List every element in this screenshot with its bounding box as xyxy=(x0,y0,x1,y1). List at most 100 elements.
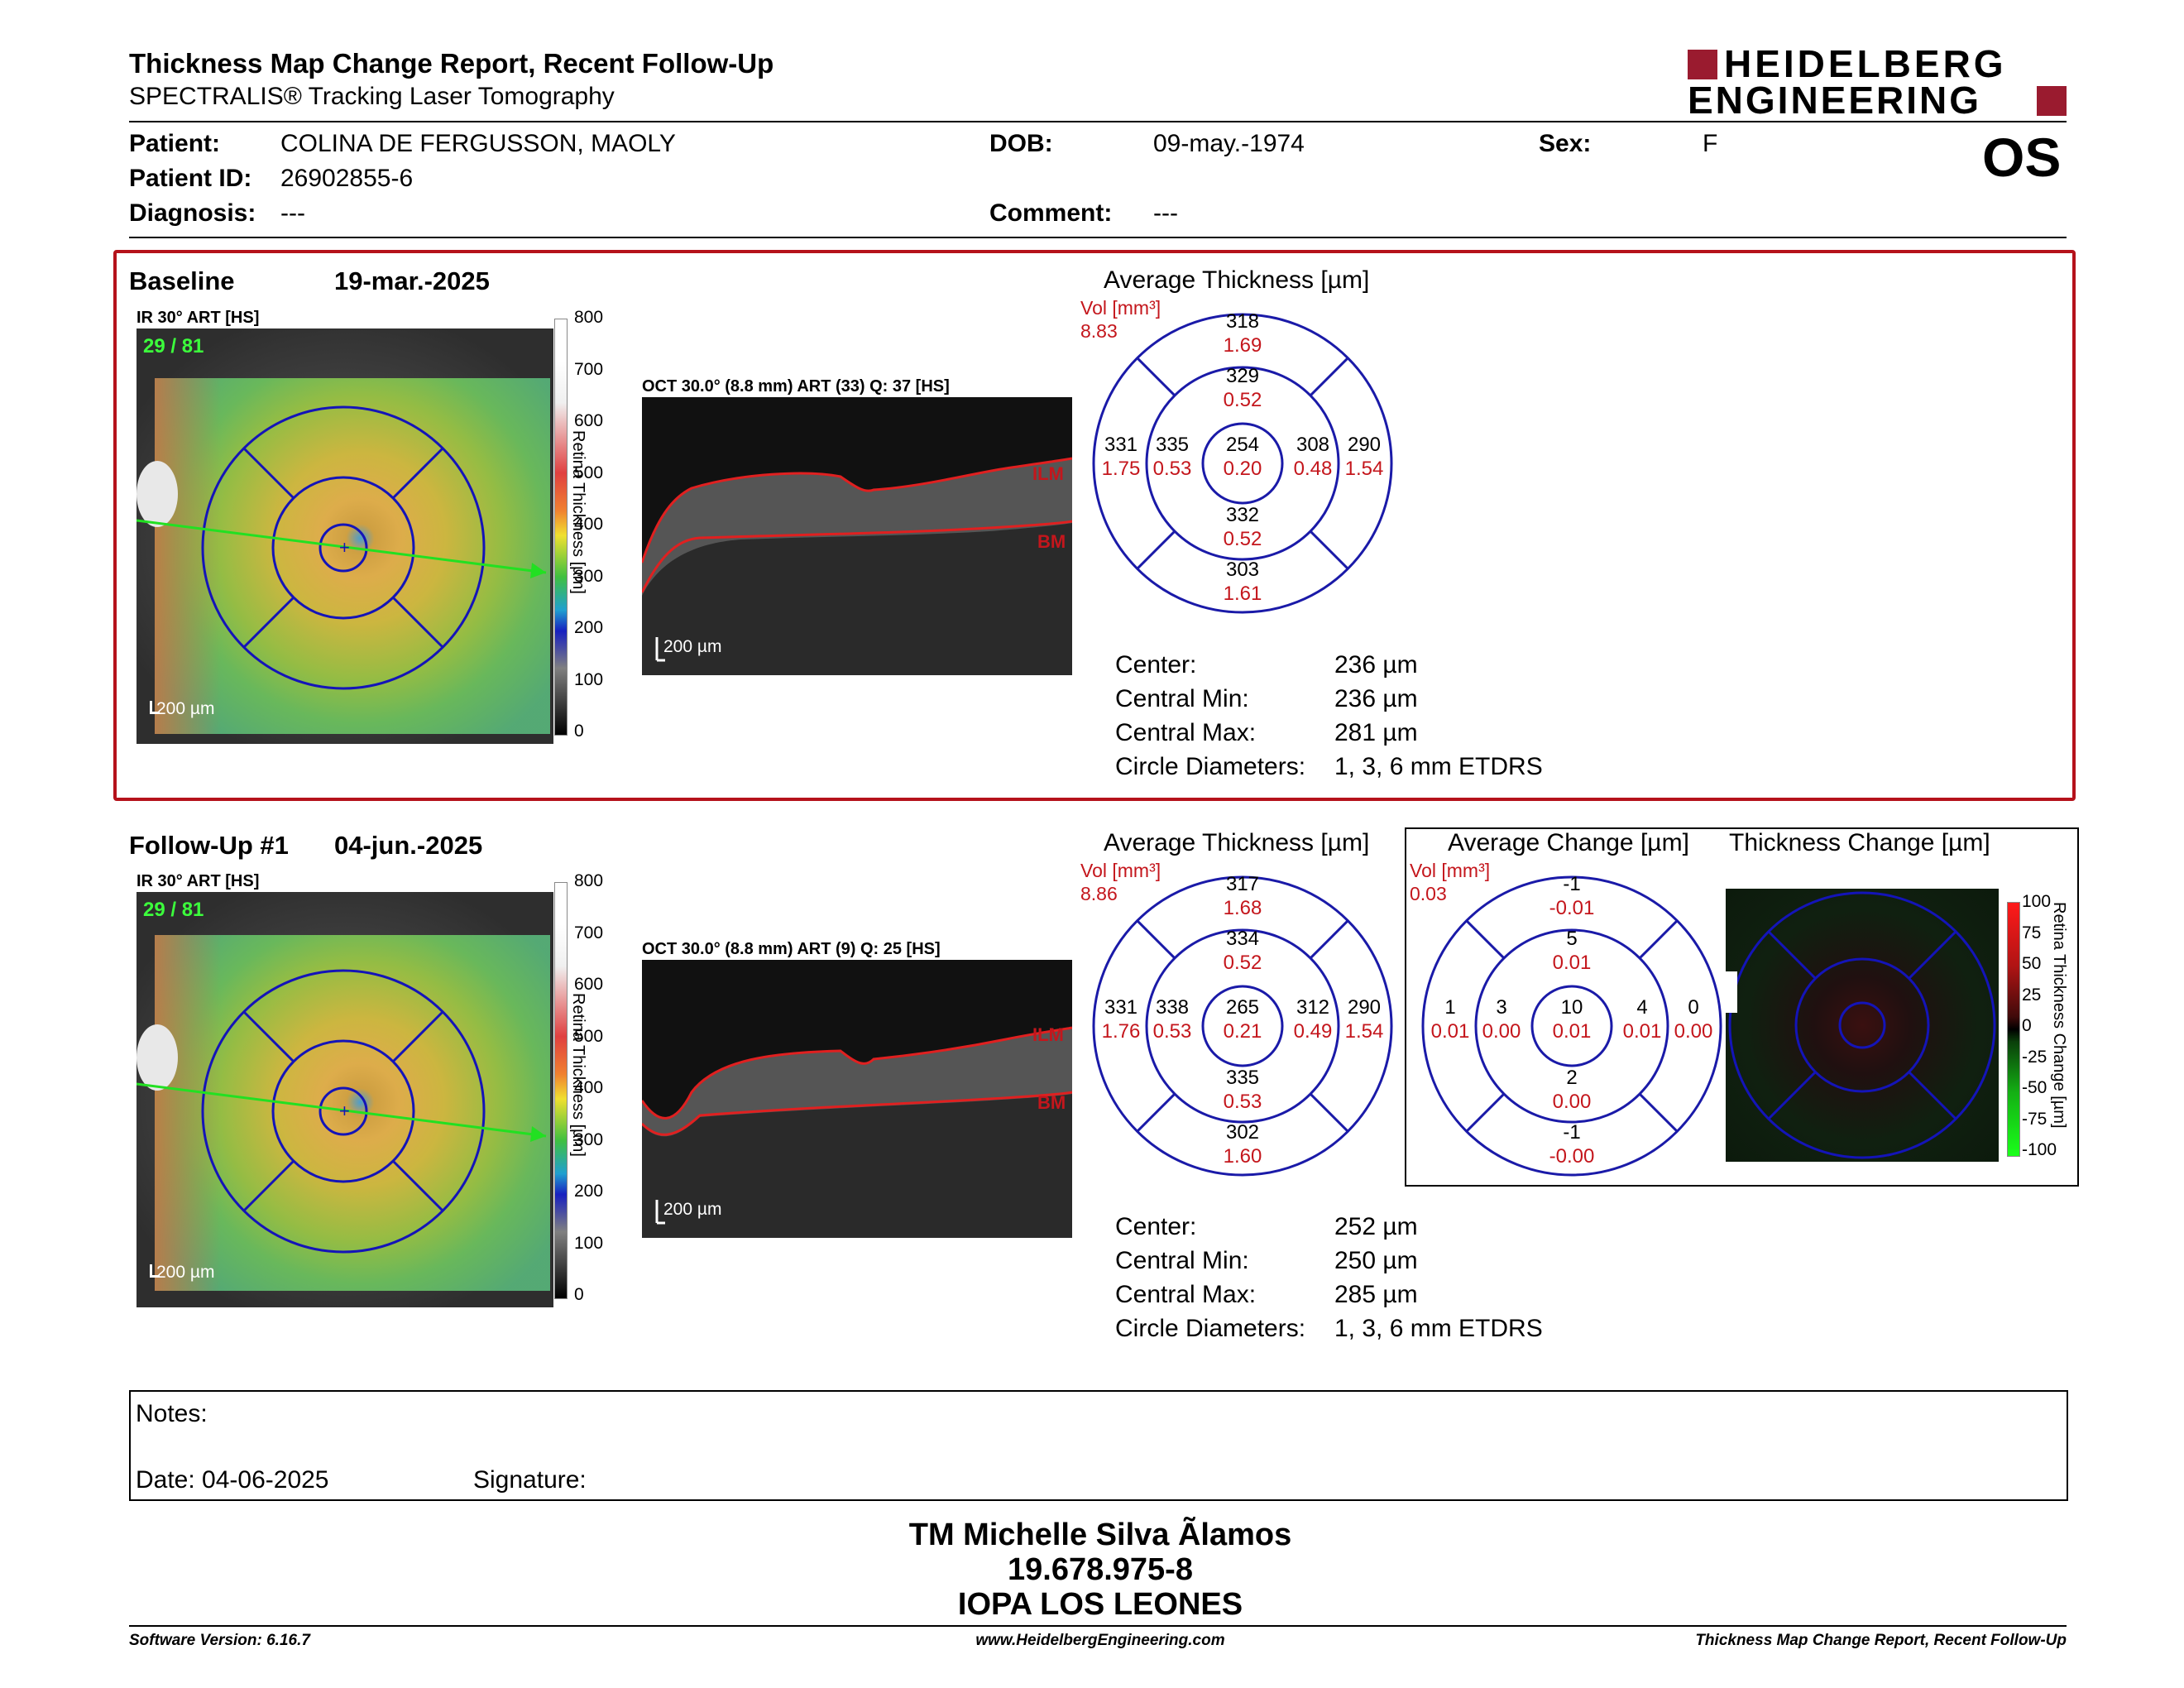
baseline-etdrs-overlay: + xyxy=(136,405,547,690)
sector-volume: 0.00 xyxy=(1482,1020,1521,1043)
scale-tick-label: -25 xyxy=(2022,1047,2048,1067)
sector-thickness: 5 xyxy=(1566,928,1578,950)
scale-tick-label: 700 xyxy=(574,359,604,379)
sector-volume: 1.54 xyxy=(1344,458,1384,480)
baseline-label: Baseline xyxy=(129,266,235,295)
sector-thickness: 3 xyxy=(1496,996,1507,1019)
website-link[interactable]: www.HeidelbergEngineering.com xyxy=(975,1632,1225,1649)
baseline-thickness-colorbar xyxy=(554,319,568,736)
followup-oct-label: OCT 30.0° (8.8 mm) ART (9) Q: 25 [HS] xyxy=(642,940,941,958)
patient-id-label: Patient ID: xyxy=(129,165,252,192)
scale-tick-label: 25 xyxy=(2022,985,2042,1005)
notes-box[interactable]: Notes: Date: 04-06-2025 Signature: xyxy=(129,1390,2068,1501)
sector-volume: 0.53 xyxy=(1152,1020,1192,1043)
patient-divider xyxy=(129,237,2067,238)
baseline-vol-block: Vol [mm³] 8.83 xyxy=(1080,296,1161,343)
baseline-sector-bottom-outer: 303 1.61 xyxy=(1205,558,1280,606)
followup-etdrs-overlay: + xyxy=(136,969,547,1254)
change-etdrs-grid: -1 -0.01 5 0.01 1 0.01 3 0.00 10 0.01 4 0.01 0 0.00 2 0… xyxy=(1410,860,1729,1183)
optic-disc xyxy=(136,461,178,527)
vol-value: 8.83 xyxy=(1080,320,1118,342)
sector-volume: 0.01 xyxy=(1552,1020,1592,1043)
followup-sector-center: 265 0.21 xyxy=(1205,995,1280,1043)
change-box xyxy=(1405,827,2079,1187)
central-max-value: 281 µm xyxy=(1334,718,1418,746)
followup-date: 04-jun.-2025 xyxy=(334,831,483,860)
scale-tick-label: 200 xyxy=(574,1182,604,1201)
followup-sector-top-inner: 334 0.52 xyxy=(1205,927,1280,975)
baseline-sector-right-outer: 290 1.54 xyxy=(1327,433,1401,481)
sector-volume: 0.49 xyxy=(1293,1020,1333,1043)
followup-sector-top-outer: 317 1.68 xyxy=(1205,872,1280,920)
change-sector-bottom-outer: -1 -0.00 xyxy=(1535,1120,1609,1168)
scale-tick-label: 300 xyxy=(574,1129,604,1149)
followup-ilm-label: ILM xyxy=(1032,1024,1064,1045)
scale-tick-label: 0 xyxy=(574,722,584,741)
thickness-change-title: Thickness Change [µm] xyxy=(1729,829,1990,856)
baseline-sector-left-inner: 335 0.53 xyxy=(1135,433,1209,481)
sector-volume: 0.01 xyxy=(1622,1020,1662,1043)
followup-vol-block: Vol [mm³] 8.86 xyxy=(1080,859,1161,905)
change-sector-top-outer: -1 -0.01 xyxy=(1535,872,1609,920)
sector-volume: 0.01 xyxy=(1430,1020,1470,1043)
center-label: Center: xyxy=(1115,650,1197,679)
circle-diameters-label: Circle Diameters: xyxy=(1115,752,1306,780)
logo-line1: HEIDELBERG xyxy=(1724,42,2007,85)
baseline-fundus-scale-bar: 200 µm xyxy=(156,699,215,718)
svg-text:+: + xyxy=(339,537,350,558)
change-sector-left-outer: 1 0.01 xyxy=(1413,995,1487,1043)
baseline-etdrs-lines xyxy=(1092,313,1393,614)
signoff-org: IOPA LOS LEONES xyxy=(957,1587,1243,1622)
sector-volume: 1.54 xyxy=(1344,1020,1384,1043)
followup-label: Follow-Up #1 xyxy=(129,831,289,860)
sector-volume: 1.61 xyxy=(1223,583,1262,605)
change-colorbar xyxy=(2007,902,2020,1157)
sector-thickness: 334 xyxy=(1225,928,1260,950)
thickness-change-map xyxy=(1726,889,1999,1162)
sector-volume: 1.75 xyxy=(1101,458,1141,480)
sector-thickness: 332 xyxy=(1225,504,1260,526)
scale-tick-label: 300 xyxy=(574,566,604,586)
logo-block-icon xyxy=(2037,86,2067,116)
scale-tick-label: 0 xyxy=(574,1285,584,1304)
signoff-id: 19.678.975-8 xyxy=(1008,1552,1193,1587)
followup-sector-right-outer: 290 1.54 xyxy=(1327,995,1401,1043)
sector-thickness: 290 xyxy=(1347,434,1382,456)
baseline-avg-thickness-title: Average Thickness [µm] xyxy=(1104,266,1370,294)
signature-label: Signature: xyxy=(473,1466,587,1494)
sector-volume: 0.52 xyxy=(1223,952,1262,974)
patient-label: Patient: xyxy=(129,130,221,157)
sector-thickness: 331 xyxy=(1104,434,1138,456)
sector-volume: 1.69 xyxy=(1223,334,1262,357)
baseline-section xyxy=(113,250,2076,801)
sector-thickness: 265 xyxy=(1225,996,1260,1019)
sector-thickness: 10 xyxy=(1560,996,1583,1019)
svg-text:+: + xyxy=(339,1101,350,1121)
baseline-ilm-label: ILM xyxy=(1032,463,1064,484)
sector-volume: 0.48 xyxy=(1293,458,1333,480)
sector-thickness: 318 xyxy=(1225,310,1260,333)
sector-volume: 0.52 xyxy=(1223,389,1262,411)
scale-tick-label: 400 xyxy=(574,1078,604,1097)
change-scale-label: Retina Thickness Change [µm] xyxy=(2050,902,2068,1129)
sector-volume: 0.01 xyxy=(1552,952,1592,974)
change-etdrs-lines xyxy=(1421,875,1722,1177)
center-value: 236 µm xyxy=(1334,650,1418,679)
baseline-etdrs-grid: 318 1.69 329 0.52 331 1.75 335 0.53 254 0.20 308 0.… xyxy=(1080,297,1401,621)
baseline-scale-label: Retina Thickness [µm] xyxy=(569,430,587,594)
header-divider xyxy=(129,121,2067,122)
baseline-art-count: 29 / 81 xyxy=(143,335,204,357)
footer-report-name: Thickness Map Change Report, Recent Foll… xyxy=(1695,1632,2067,1649)
signoff-name: TM Michelle Silva Ãlamos xyxy=(908,1518,1292,1552)
central-min-value: 236 µm xyxy=(1334,684,1418,712)
sex-label: Sex: xyxy=(1539,130,1592,157)
sector-volume: 1.60 xyxy=(1223,1145,1262,1168)
scale-tick-label: 0 xyxy=(2022,1016,2032,1035)
baseline-sector-left-outer: 331 1.75 xyxy=(1084,433,1158,481)
sector-thickness: 1 xyxy=(1444,996,1456,1019)
baseline-sector-right-inner: 308 0.48 xyxy=(1276,433,1350,481)
avg-change-title: Average Change [µm] xyxy=(1448,829,1689,856)
vol-value: 0.03 xyxy=(1410,883,1447,904)
sector-volume: 1.68 xyxy=(1223,897,1262,919)
circle-diameters-label: Circle Diameters: xyxy=(1115,1314,1306,1342)
